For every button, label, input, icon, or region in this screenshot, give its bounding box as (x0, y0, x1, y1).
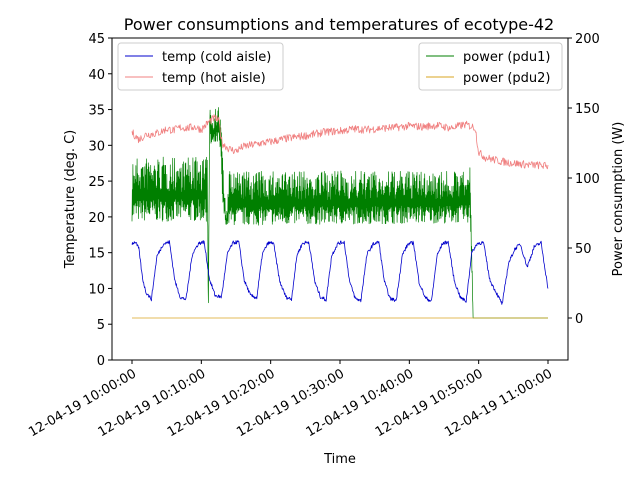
legend-left: temp (cold aisle) temp (hot aisle) (117, 42, 284, 91)
chart-title: Power consumptions and temperatures of e… (124, 15, 554, 34)
left-tick-label: 45 (88, 32, 105, 47)
legend-right: power (pdu1) power (pdu2) (418, 42, 563, 91)
right-tick-label: 50 (575, 242, 592, 257)
left-axis: 0 5 10 15 20 25 30 35 40 45 (88, 32, 112, 369)
right-tick-label: 0 (575, 312, 583, 327)
right-tick-label: 150 (575, 102, 600, 117)
right-tick-label: 100 (575, 172, 600, 187)
series-line-temp-hot-aisle (131, 114, 549, 170)
series-layer (131, 107, 549, 319)
right-tick-label: 200 (575, 32, 600, 47)
legend-label-pdu2: power (pdu2) (463, 71, 550, 86)
left-tick-label: 10 (88, 282, 105, 297)
legend-label-cold-aisle: temp (cold aisle) (162, 50, 271, 65)
series-line-temp-cold-aisle (131, 240, 549, 305)
legend-right-box (418, 42, 563, 91)
left-tick-label: 35 (88, 104, 105, 119)
left-tick-label: 15 (88, 247, 105, 262)
legend-left-box (117, 42, 284, 91)
left-axis-label: Temperature (deg. C) (63, 130, 78, 269)
left-tick-label: 20 (88, 211, 105, 226)
left-tick-label: 0 (97, 354, 105, 369)
right-axis: 0 50 100 150 200 (568, 32, 600, 327)
legend-label-hot-aisle: temp (hot aisle) (162, 71, 266, 86)
right-axis-label: Power consumption (W) (611, 122, 626, 277)
x-axis-label: Time (323, 452, 356, 467)
legend-label-pdu1: power (pdu1) (463, 50, 550, 65)
left-tick-label: 5 (97, 318, 105, 333)
left-tick-label: 25 (88, 175, 105, 190)
left-tick-label: 30 (88, 139, 105, 154)
left-tick-label: 40 (88, 68, 105, 83)
